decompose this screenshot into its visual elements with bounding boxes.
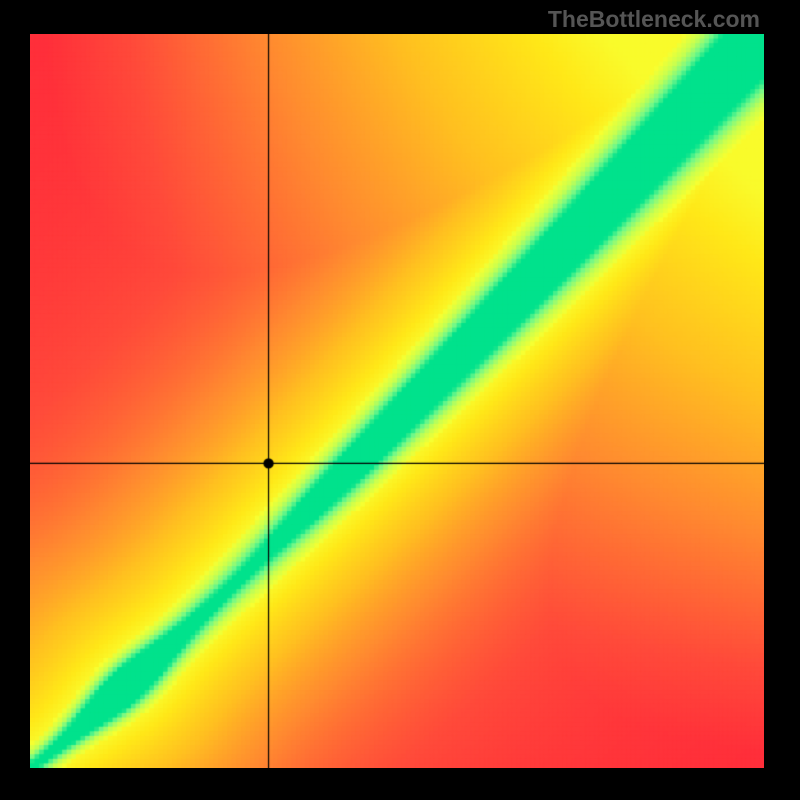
root-container: TheBottleneck.com [0,0,800,800]
watermark-text: TheBottleneck.com [548,6,760,33]
bottleneck-heatmap [30,34,764,768]
